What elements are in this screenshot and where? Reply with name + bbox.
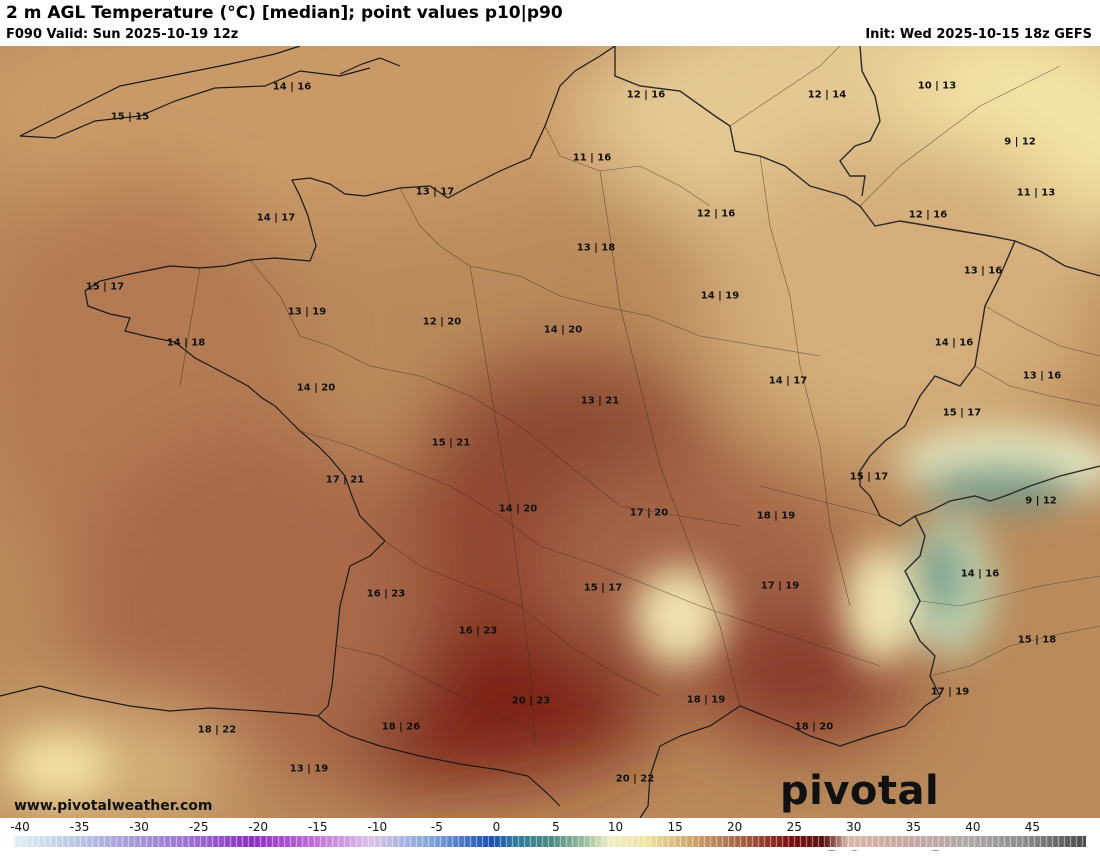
point-value-label: 18 | 20	[794, 721, 834, 733]
color-scale-tick: 25	[786, 820, 802, 834]
color-scale-bar	[14, 836, 1086, 847]
color-scale-tick: -25	[188, 820, 209, 834]
point-value-label: 18 | 19	[756, 510, 796, 522]
point-value-label: 17 | 21	[325, 474, 365, 486]
color-scale: -40 -35 -30 -25 -20 -15 -10 -5 0 5 10 15 20 25 30 35 40 4…	[0, 818, 1100, 850]
point-value-label: 14 | 16	[272, 81, 312, 93]
point-value-label: 14 | 20	[498, 503, 538, 515]
coastlines	[0, 46, 941, 818]
point-value-label: 17 | 19	[930, 686, 970, 698]
point-value-label: 13 | 19	[287, 306, 327, 318]
region-borders	[179, 46, 1100, 747]
temperature-field	[0, 46, 1100, 818]
point-value-label: 15 | 15	[110, 111, 150, 123]
alps-cold-field	[10, 426, 1100, 796]
point-value-label: 14 | 17	[768, 375, 808, 387]
point-value-label: 11 | 16	[572, 152, 612, 164]
point-value-label: 14 | 19	[700, 290, 740, 302]
point-value-label: 12 | 20	[422, 316, 462, 328]
point-value-label: 15 | 17	[583, 582, 623, 594]
point-value-label: 14 | 20	[296, 382, 336, 394]
color-scale-tick: -30	[129, 820, 149, 834]
color-scale-tick: 35	[905, 820, 921, 834]
point-value-label: 9 | 12	[1025, 495, 1057, 507]
point-value-label: 13 | 16	[1022, 370, 1062, 382]
color-scale-tick: 20	[727, 820, 743, 834]
color-scale-tick: 10	[607, 820, 624, 834]
color-scale-tick: 15	[667, 820, 683, 834]
point-value-label: 9 | 12	[1004, 136, 1036, 148]
map-canvas	[0, 46, 1100, 818]
point-value-label: 11 | 13	[1016, 187, 1056, 199]
point-value-label: 10 | 13	[917, 80, 957, 92]
point-value-label: 14 | 18	[166, 337, 206, 349]
point-value-label: 15 | 17	[85, 281, 125, 293]
color-scale-tick: 45	[1024, 820, 1041, 834]
point-value-label: 15 | 21	[431, 437, 471, 449]
color-scale-tick: -5	[430, 820, 443, 834]
point-value-label: 13 | 19	[289, 763, 329, 775]
point-value-label: 16 | 23	[458, 625, 498, 637]
point-value-label: 18 | 19	[686, 694, 726, 706]
point-value-label: 12 | 16	[696, 208, 736, 220]
point-value-label: 20 | 23	[511, 695, 551, 707]
color-scale-tick: 40	[965, 820, 981, 834]
point-value-label: 13 | 21	[580, 395, 620, 407]
point-value-label: 16 | 23	[366, 588, 406, 600]
point-value-label: 18 | 22	[197, 724, 237, 736]
color-scale-tick: -20	[248, 820, 269, 834]
color-scale-tick: -15	[307, 820, 328, 834]
color-scale-tick: -35	[69, 820, 90, 834]
init-time: Init: Wed 2025-10-15 18z GEFS	[865, 27, 1092, 42]
valid-time: F090 Valid: Sun 2025-10-19 12z	[6, 27, 239, 42]
color-scale-tick: 0	[492, 820, 501, 834]
point-value-label: 12 | 16	[908, 209, 948, 221]
color-scale-tick: 30	[846, 820, 862, 834]
point-value-label: 12 | 14	[807, 89, 847, 101]
color-scale-tick: 5	[552, 820, 560, 834]
point-value-label: 15 | 17	[849, 471, 889, 483]
point-value-label: 15 | 18	[1017, 634, 1057, 646]
point-value-label: 18 | 26	[381, 721, 421, 733]
point-value-label: 17 | 20	[629, 507, 669, 519]
point-value-label: 17 | 19	[760, 580, 800, 592]
color-scale-tick: -40	[10, 820, 30, 834]
point-value-label: 13 | 18	[576, 242, 616, 254]
point-value-label: 12 | 16	[626, 89, 666, 101]
point-value-label: 14 | 16	[934, 337, 974, 349]
website-watermark: www.pivotalweather.com	[14, 798, 213, 814]
color-scale-tick: -10	[367, 820, 388, 834]
point-value-label: 20 | 22	[615, 773, 655, 785]
point-value-label: 14 | 20	[543, 324, 583, 336]
point-value-label: 14 | 17	[256, 212, 296, 224]
point-value-label: 15 | 17	[942, 407, 982, 419]
chart-header: 2 m AGL Temperature (°C) [median]; point…	[0, 0, 1100, 46]
chart-title: 2 m AGL Temperature (°C) [median]; point…	[6, 3, 563, 23]
point-value-label: 13 | 17	[415, 186, 455, 198]
point-value-label: 13 | 16	[963, 265, 1003, 277]
point-value-label: 14 | 16	[960, 568, 1000, 580]
temperature-map[interactable]	[0, 46, 1100, 818]
